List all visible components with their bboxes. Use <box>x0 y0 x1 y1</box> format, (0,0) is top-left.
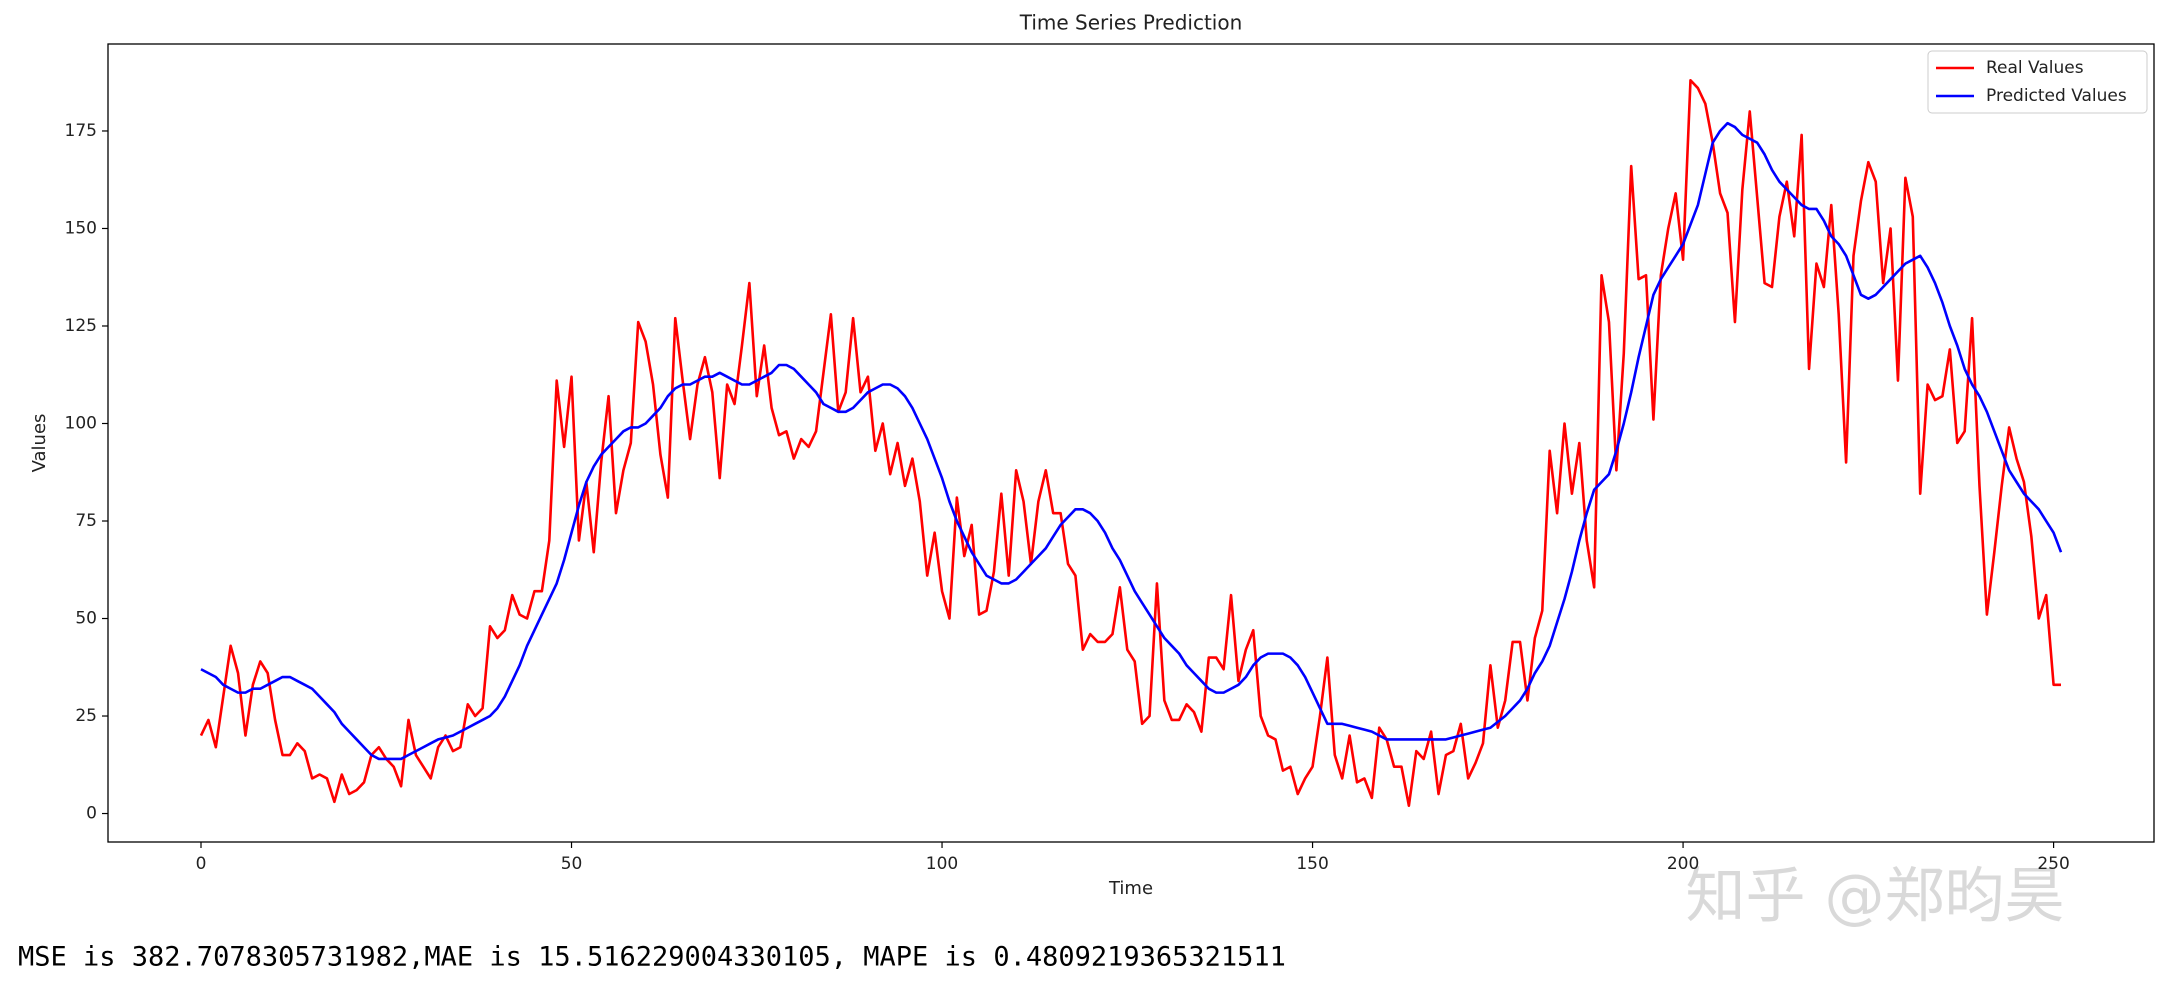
y-tick-label: 75 <box>75 511 97 531</box>
y-tick-label: 0 <box>86 804 97 824</box>
legend-box <box>1927 50 2148 114</box>
plot-frame <box>107 43 2155 843</box>
y-tick-label: 125 <box>65 316 97 336</box>
x-tick-label: 250 <box>2037 854 2069 874</box>
x-tick-label: 0 <box>196 854 207 874</box>
y-tick-label: 50 <box>75 609 97 629</box>
y-tick-label: 150 <box>65 218 97 238</box>
x-tick-label: 50 <box>561 854 583 874</box>
y-tick-label: 25 <box>75 706 97 726</box>
x-tick-label: 100 <box>926 854 958 874</box>
watermark: 知乎 @郑昀昊 <box>1685 862 2064 932</box>
y-axis-label: Values <box>29 414 50 473</box>
x-axis-label: Time <box>1108 878 1153 899</box>
data-line <box>199 78 2061 808</box>
legend-label: Real Values <box>1986 58 2084 78</box>
x-tick-label: 200 <box>1667 854 1699 874</box>
metrics-text: MSE is 382.7078305731982,MAE is 15.51622… <box>18 942 1286 973</box>
chart-title: Time Series Prediction <box>1019 11 1243 35</box>
legend-label: Predicted Values <box>1986 86 2127 106</box>
y-tick-label: 175 <box>65 121 97 141</box>
y-tick-label: 100 <box>65 413 97 433</box>
data-line <box>200 121 2063 761</box>
x-tick-label: 150 <box>1296 854 1328 874</box>
